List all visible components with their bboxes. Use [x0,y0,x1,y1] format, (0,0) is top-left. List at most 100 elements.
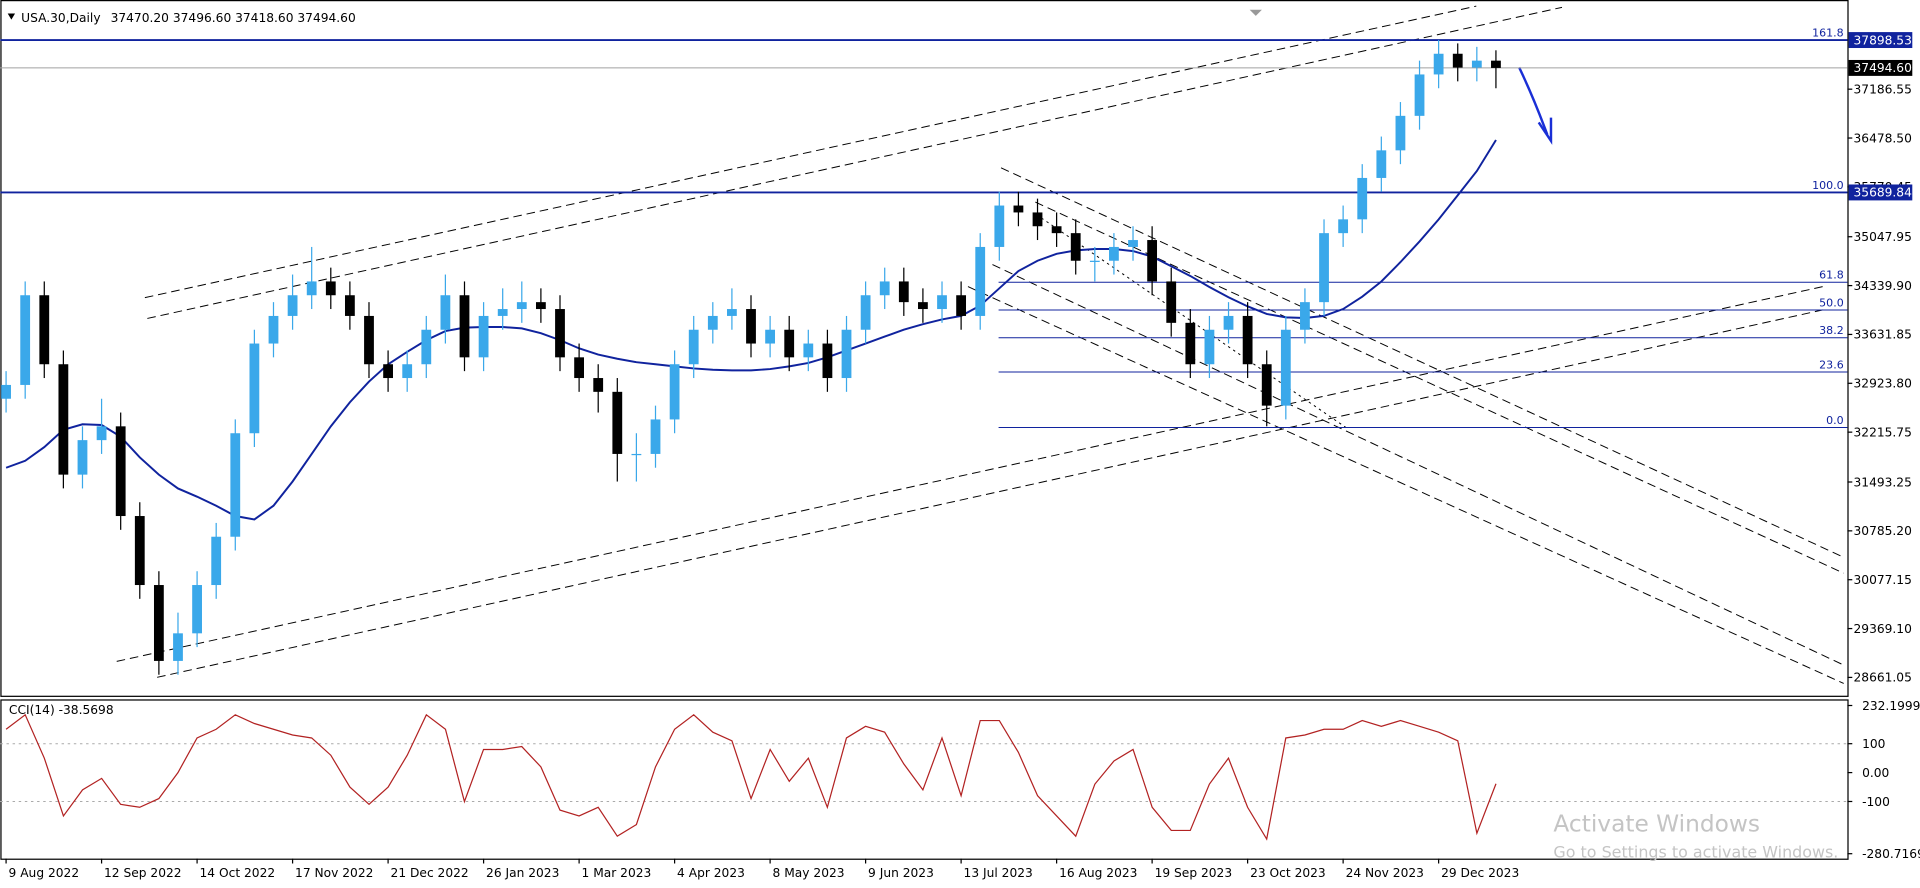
y-tick-label: 29369.10 [1854,622,1912,636]
candle-body [841,329,852,379]
y-tick-label: 37186.55 [1854,82,1912,96]
candle-body [1,384,11,399]
candle-body [1433,53,1444,75]
trend-line [992,264,1844,666]
x-tick-label: 17 Nov 2022 [295,866,373,880]
y-tick-label: -280.7169 [1862,847,1920,861]
price-label: 37494.60 [1854,61,1912,75]
candle-body [898,281,909,303]
forecast-arrow [1518,66,1549,136]
candle-body [134,516,145,586]
x-tick-label: 26 Jan 2023 [486,866,559,880]
candle-body [1280,329,1291,406]
candle-body [249,343,260,434]
trend-line [157,309,1823,678]
trend-line [1000,167,1844,558]
candle-body [1395,115,1406,151]
y-tick-label: 100 [1862,737,1885,751]
fib-label: 61.8 [1819,269,1844,282]
candle-body [20,295,31,385]
x-tick-label: 24 Nov 2023 [1346,866,1424,880]
x-tick-label: 8 May 2023 [773,866,845,880]
candle-body [344,295,355,316]
candle-body [918,302,928,310]
candle-body [1491,60,1501,68]
y-tick-label: 32923.80 [1854,377,1912,391]
candle-body [879,281,890,296]
candle-body [535,302,546,310]
fib-label: 50.0 [1819,296,1844,309]
candle-body [1261,364,1272,406]
y-tick-label: 32215.75 [1854,425,1912,439]
x-tick-label: 21 Dec 2022 [391,866,469,880]
candle-body [440,295,451,330]
candle-body [1204,329,1215,365]
candle-body [192,585,202,634]
price-label-box [1848,32,1913,49]
symbol-label: USA.30,Daily [21,11,100,25]
y-tick-label: 31493.25 [1854,475,1912,489]
trend-line [1035,201,1844,574]
cci-line [5,713,1497,841]
fib-label: 38.2 [1819,324,1844,337]
candle-body [58,364,69,475]
y-tick-label: 36478.50 [1854,131,1912,145]
candle-body [1185,322,1196,365]
candle-body [325,281,336,296]
candle-body [1128,240,1138,247]
candle-body [956,295,967,316]
plot-layer [0,5,1848,684]
x-tick-label: 12 Sep 2022 [104,866,182,880]
candle-body [822,343,833,379]
candle-body [306,281,317,296]
ohlc-label: 37470.20 37496.60 37418.60 37494.60 [111,11,356,25]
price-label: 35689.84 [1854,186,1913,200]
candle-body [1109,246,1119,261]
candle-body [1089,260,1100,262]
candle-body [1223,315,1234,330]
x-tick-label: 1 Mar 2023 [582,866,652,880]
candle-body [707,315,718,330]
candle-body [803,343,814,358]
candle-body [650,419,661,454]
candle-body [1166,281,1177,323]
shift-marker [1249,9,1262,16]
candle-body [1032,212,1043,227]
y-tick-label: 30785.20 [1854,524,1912,538]
candle-body [1471,60,1482,68]
y-tick-label: 0.00 [1862,766,1889,780]
candle-body [478,315,489,358]
fib-label: 161.8 [1812,26,1844,39]
y-tick-label: 232.1999 [1862,699,1920,713]
y-tick-label: 30077.15 [1854,573,1912,587]
fib-label: 100.0 [1812,179,1844,192]
candle-body [631,453,642,456]
x-tick-label: 9 Jun 2023 [868,866,934,880]
x-tick-label: 29 Dec 2023 [1441,866,1519,880]
watermark-title: Activate Windows [1553,811,1760,838]
cci-title: CCI(14) -38.5698 [9,703,114,717]
price-label-box [1848,184,1913,201]
candle-body [1338,219,1349,234]
candle-body [555,309,565,358]
x-tick-label: 19 Sep 2023 [1155,866,1233,880]
candle-body [937,295,947,310]
candle-body [574,357,584,379]
price-label-box [1848,59,1913,76]
y-tick-label: 34339.90 [1854,279,1912,293]
candle-body [497,309,508,316]
trend-line [116,286,1823,662]
cci-panel-border [0,699,1849,860]
candle-body [268,315,279,344]
candle-body [860,295,871,330]
candle-body [1300,302,1310,330]
candle-body [593,378,604,392]
candle-body [975,246,986,316]
x-tick-label: 9 Aug 2022 [9,866,80,880]
y-tick-label: 33631.85 [1854,328,1912,342]
candle-body [287,295,298,316]
dropdown-icon[interactable] [7,13,16,20]
candle-body [1051,226,1062,234]
candle-body [211,536,222,586]
